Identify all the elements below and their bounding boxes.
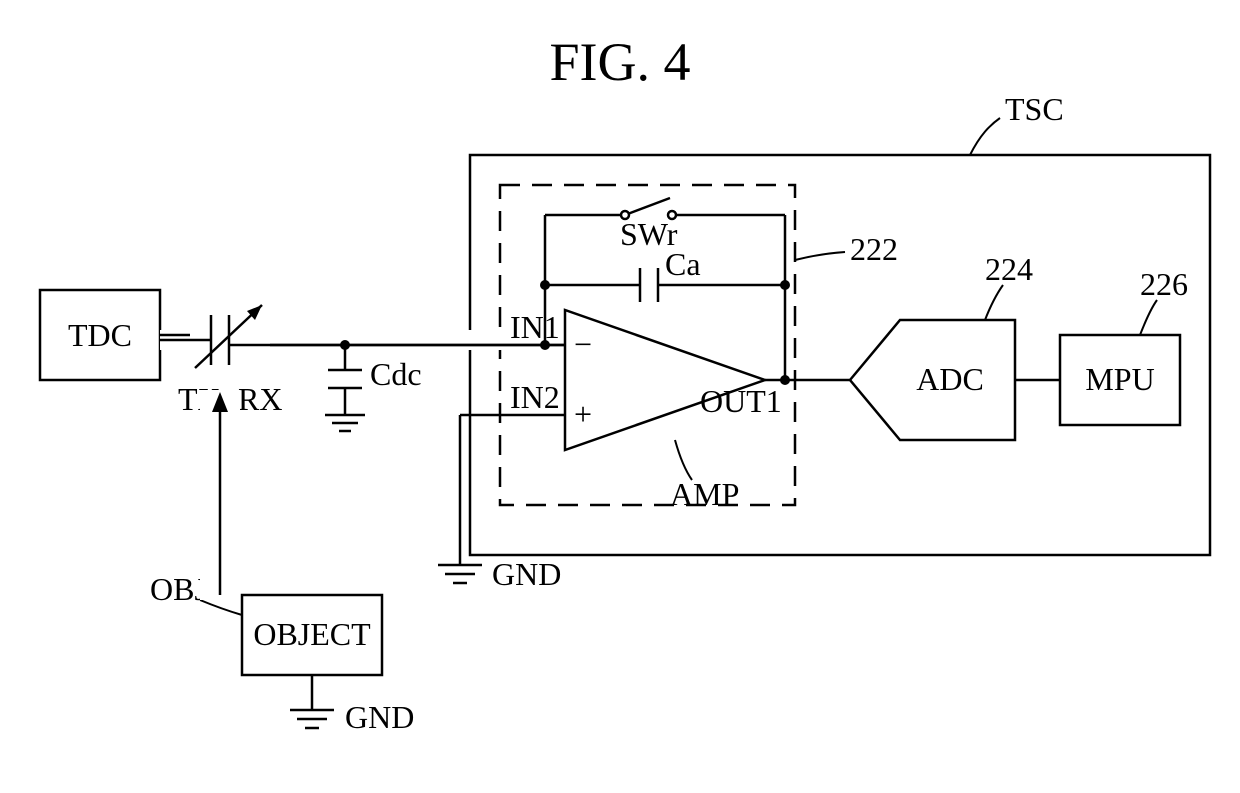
- obj-ptr-label: OBJ: [150, 571, 207, 607]
- obj-gnd: [290, 710, 334, 728]
- cdc-gnd: [325, 415, 365, 431]
- rx-label: RX: [238, 381, 282, 417]
- swr-label: SWr: [620, 216, 678, 252]
- obj-gnd-label: GND: [345, 699, 414, 735]
- mpu-label: MPU: [1085, 361, 1154, 397]
- figure-title: FIG. 4: [549, 32, 690, 92]
- in1-label: IN1: [510, 309, 560, 345]
- tsc-leader: [970, 118, 1000, 155]
- in2-gnd: [438, 565, 482, 583]
- cdc-label: Cdc: [370, 356, 422, 392]
- node-fb-r: [780, 280, 790, 290]
- amp-minus: −: [574, 326, 592, 362]
- in2-gnd-label: GND: [492, 556, 561, 592]
- amp-label: AMP: [670, 476, 739, 512]
- tdc-label: TDC: [68, 317, 132, 353]
- object-label: OBJECT: [253, 616, 371, 652]
- out1-label: OUT1: [700, 383, 782, 419]
- tsc-label: TSC: [1005, 91, 1064, 127]
- adc-num: 224: [985, 251, 1033, 287]
- adc-label: ADC: [916, 361, 984, 397]
- in2-label: IN2: [510, 379, 560, 415]
- int222-label: 222: [850, 231, 898, 267]
- mpu-num: 226: [1140, 266, 1188, 302]
- amp-plus: +: [574, 396, 592, 432]
